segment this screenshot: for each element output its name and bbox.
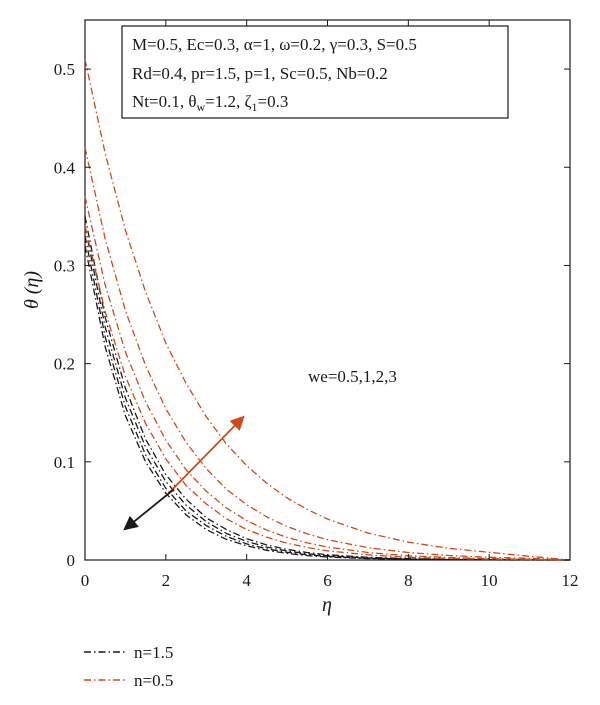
y-tick-label: 0.4: [54, 158, 76, 177]
parameter-line-1: M=0.5, Ec=0.3, α=1, ω=0.2, γ=0.3, S=0.5: [132, 35, 417, 54]
series-line-n15-0: [84, 245, 570, 561]
trend-arrow-0: [165, 415, 245, 497]
y-tick-label: 0.5: [54, 60, 75, 79]
y-tick-label: 0.3: [54, 256, 75, 275]
parameter-line-2: Rd=0.4, pr=1.5, p=1, Sc=0.5, Nb=0.2: [132, 64, 388, 83]
we-annotation: we=0.5,1,2,3: [308, 367, 397, 386]
arrows-layer: [123, 415, 245, 531]
trend-arrow-1: [123, 488, 175, 531]
series-line-n05-1: [84, 196, 571, 561]
series-line-n05-3: [84, 59, 571, 561]
y-tick-label: 0.2: [54, 355, 75, 374]
parameter-line-3: Nt=0.1, θw=1.2, ζ1=0.3: [132, 92, 288, 114]
x-tick-label: 0: [81, 571, 90, 590]
legend-label-n05: n=0.5: [134, 671, 173, 690]
curves-layer: [84, 59, 571, 561]
parameter-box-frame: [121, 25, 509, 119]
parameter-line-3-sub-w: w: [196, 100, 205, 114]
ticks-layer: 0 2 4 6 8 10 12 0 0.1 0.2 0.3 0.4 0.5: [54, 20, 579, 590]
legend: n=1.5 n=0.5: [84, 643, 173, 690]
x-axis-title: η: [322, 594, 332, 616]
y-tick-label: 0: [67, 551, 76, 570]
series-line-n15-1: [84, 235, 571, 561]
parameter-line-3-a: Nt=0.1, θ: [132, 92, 196, 111]
series-line-n05-0: [84, 226, 571, 561]
parameter-box: M=0.5, Ec=0.3, α=1, ω=0.2, γ=0.3, S=0.5 …: [121, 25, 509, 119]
legend-label-n15: n=1.5: [134, 643, 173, 662]
x-tick-label: 2: [162, 571, 171, 590]
x-tick-label: 4: [242, 571, 251, 590]
parameter-line-3-b: =1.2, ζ: [205, 92, 251, 111]
series-line-n05-2: [84, 147, 571, 561]
parameter-line-3-sub-1: 1: [252, 100, 258, 114]
x-tick-label: 6: [323, 571, 332, 590]
x-tick-label: 10: [481, 571, 498, 590]
series-line-n15-3: [84, 216, 571, 561]
y-tick-label: 0.1: [54, 453, 75, 472]
x-tick-label: 8: [404, 571, 413, 590]
y-axis-title: θ (η): [21, 271, 43, 309]
x-tick-label: 12: [562, 571, 579, 590]
parameter-line-3-c: =0.3: [258, 92, 289, 111]
